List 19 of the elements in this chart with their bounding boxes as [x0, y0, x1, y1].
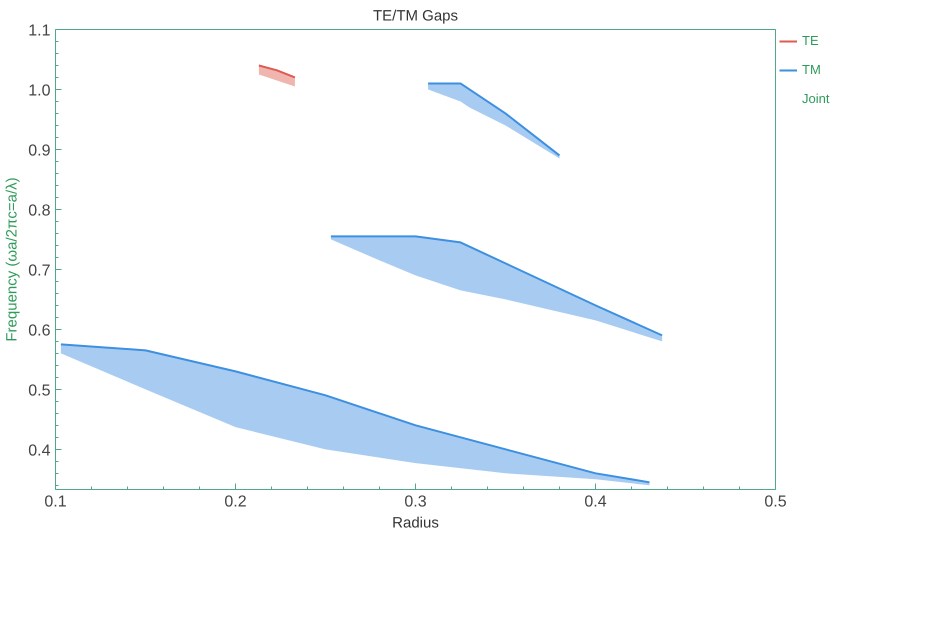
y-tick-label: 0.4	[28, 442, 51, 460]
text: Joint	[802, 91, 830, 106]
x-tick-label: 0.4	[584, 494, 607, 510]
y-tick-label: 1.0	[28, 82, 51, 100]
y-tick-label: 0.9	[28, 142, 51, 160]
y-tick-label: 0.7	[28, 262, 51, 280]
x-tick-label: 0.1	[44, 494, 67, 510]
y-tick-label: 1.1	[28, 22, 51, 40]
y-tick-label: 0.6	[28, 322, 51, 340]
chart-title: TE/TM Gaps	[372, 8, 458, 24]
legend-label: TE	[802, 33, 820, 48]
y-tick-label: 0.8	[28, 202, 51, 220]
y-tick-label: 0.5	[28, 382, 51, 400]
legend-label: TM	[802, 62, 822, 77]
x-axis-title: Radius	[392, 514, 439, 532]
x-tick-label: 0.3	[404, 494, 427, 510]
x-tick-label: 0.5	[764, 494, 787, 510]
x-tick-label: 0.2	[224, 494, 247, 510]
y-axis-title: Frequency (ωa/2πc=a/λ)	[3, 177, 20, 342]
